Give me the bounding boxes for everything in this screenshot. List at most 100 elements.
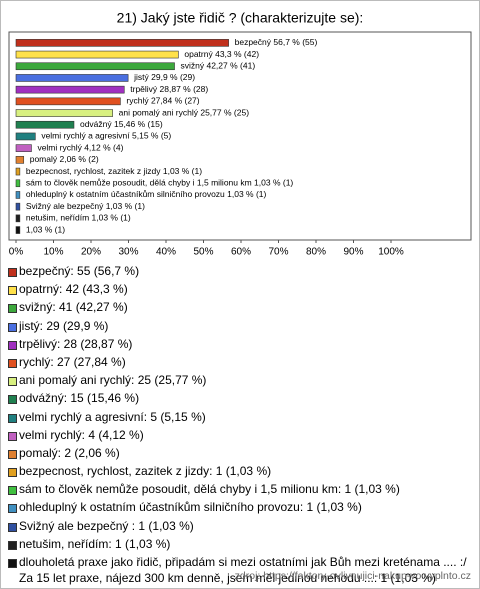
bar-label: bezpečný 56,7 % (55) (235, 37, 318, 47)
bar-label: svižný 42,27 % (41) (181, 61, 256, 71)
legend-label: trpělivý: 28 (28,87 %) (19, 336, 133, 351)
legend-swatch (8, 504, 17, 514)
legend-item: ohleduplný k ostatním účastníkům silničn… (7, 500, 469, 516)
legend-item: opatrný: 42 (43,3 %) (7, 282, 469, 298)
legend-item: bezpecnost, rychlost, zazitek z jizdy: 1… (7, 464, 469, 480)
legend-item: ani pomalý ani rychlý: 25 (25,77 %) (7, 373, 469, 389)
bar (15, 179, 21, 188)
legend-item: svižný: 41 (42,27 %) (7, 300, 469, 316)
legend-item: trpělivý: 28 (28,87 %) (7, 337, 469, 353)
x-tick-label: 50% (193, 247, 213, 258)
legend-label: svižný: 41 (42,27 %) (19, 300, 128, 315)
legend-label: opatrný: 42 (43,3 %) (19, 282, 128, 297)
bar (15, 167, 21, 176)
bar-label: velmi rychlý 4,12 % (4) (37, 142, 123, 152)
legend-item: sám to člověk nemůže posoudit, dělá chyb… (7, 482, 469, 498)
legend-item: netušim, neřídím: 1 (1,03 %) (7, 537, 469, 553)
bar-label: opatrný 43,3 % (42) (184, 49, 259, 59)
legend-item: odvážný: 15 (15,46 %) (7, 391, 469, 407)
bar (15, 120, 75, 129)
legend-label: dlouholetá praxe jako řidič, připadám si… (19, 555, 467, 585)
bar (15, 62, 175, 71)
legend-label: ani pomalý ani rychlý: 25 (25,77 %) (19, 373, 207, 388)
legend-swatch (8, 304, 17, 314)
legend-label: netušim, neřídím: 1 (1,03 %) (19, 536, 171, 551)
bar-label: pomalý 2,06 % (2) (30, 154, 99, 164)
legend-item: Svižný ale bezpečný : 1 (1,03 %) (7, 519, 469, 535)
legend-swatch (8, 431, 17, 441)
x-tick-label: 80% (306, 247, 326, 258)
x-tick-label: 20% (81, 247, 101, 258)
chart: 21) Jaký jste řidič ? (charakterizujte s… (8, 10, 472, 258)
x-tick-label: 0% (9, 247, 24, 258)
bar-label: ani pomalý ani rychlý 25,77 % (25) (119, 107, 250, 117)
bar (15, 74, 129, 82)
legend-label: bezpecnost, rychlost, zazitek z jizdy: 1… (19, 464, 272, 479)
bar-label: bezpecnost, rychlost, zazitek z jizdy 1,… (26, 166, 202, 176)
legend-swatch (8, 340, 17, 350)
x-tick-label: 90% (343, 247, 363, 258)
x-tick-label: 70% (268, 247, 288, 258)
bar-label: Svižný ale bezpečný 1,03 % (1) (26, 201, 145, 211)
bar-label: rychlý 27,84 % (27) (126, 96, 199, 106)
legend-label: bezpečný: 55 (56,7 %) (19, 264, 140, 278)
legend-swatch (8, 449, 17, 459)
legend-swatch (8, 413, 17, 423)
legend-label: velmi rychlý: 4 (4,12 %) (19, 427, 144, 442)
legend-label: odvážný: 15 (15,46 %) (19, 391, 140, 406)
legend-label: rychlý: 27 (27,84 %) (19, 354, 126, 369)
x-tick-label: 10% (43, 247, 63, 258)
bar (15, 202, 21, 211)
x-tick-label: 60% (231, 247, 251, 258)
bar (15, 50, 179, 59)
bar-label: ohleduplný k ostatním účastníkům silničn… (26, 189, 267, 199)
legend-item: dlouholetá praxe jako řidič, připadám si… (7, 555, 469, 586)
chart-title: 21) Jaký jste řidič ? (charakterizujte s… (117, 10, 364, 26)
bar (15, 156, 25, 164)
legend-item: velmi rychlý: 4 (4,12 %) (7, 428, 469, 444)
legend-swatch (8, 486, 17, 496)
bar (15, 144, 32, 152)
legend-swatch (8, 395, 17, 405)
bar-label: trpělivý 28,87 % (28) (130, 84, 208, 94)
legend-swatch (8, 268, 17, 277)
legend-swatch (8, 559, 17, 568)
legend: bezpečný: 55 (56,7 %) opatrný: 42 (43,3 %… (7, 264, 469, 588)
legend-label: pomalý: 2 (2,06 %) (19, 445, 120, 460)
bar-label: odvážný 15,46 % (15) (80, 119, 163, 129)
x-tick-label: 30% (118, 247, 138, 258)
bar (15, 109, 113, 117)
bar (15, 226, 21, 234)
bar (15, 97, 121, 106)
legend-swatch (8, 522, 17, 532)
bar-label: sám to člověk nemůže posoudit, dělá chyb… (26, 178, 294, 188)
legend-item: pomalý: 2 (2,06 %) (7, 446, 469, 462)
legend-item: bezpečný: 55 (56,7 %) (7, 264, 469, 280)
legend-swatch (8, 322, 17, 332)
legend-label: velmi rychlý a agresivní: 5 (5,15 %) (19, 409, 206, 424)
legend-label: Svižný ale bezpečný : 1 (1,03 %) (19, 518, 194, 533)
legend-item: jistý: 29 (29,9 %) (7, 319, 469, 335)
x-tick-label: 40% (156, 247, 176, 258)
legend-label: jistý: 29 (29,9 %) (19, 318, 109, 333)
legend-label: sám to člověk nemůže posoudit, dělá chyb… (19, 482, 400, 497)
legend-swatch (8, 358, 17, 368)
legend-swatch (8, 468, 17, 478)
bar (15, 132, 36, 141)
bar-label: jistý 29,9 % (29) (133, 72, 195, 82)
bar (15, 214, 21, 223)
legend-item: velmi rychlý a agresivní: 5 (5,15 %) (7, 410, 469, 426)
legend-label: ohleduplný k ostatním účastníkům silničn… (19, 500, 362, 515)
bar (15, 191, 21, 199)
bar-label: netušim, neřídím 1,03 % (1) (26, 213, 131, 223)
bar (15, 85, 125, 94)
legend-item: rychlý: 27 (27,84 %) (7, 355, 469, 371)
bar-label: velmi rychlý a agresivní 5,15 % (5) (41, 131, 171, 141)
legend-swatch (8, 286, 17, 296)
x-tick-label: 100% (378, 247, 404, 258)
legend-swatch (8, 377, 17, 387)
bar-label: 1,03 % (1) (26, 224, 65, 234)
legend-swatch (8, 540, 17, 550)
bar (15, 39, 229, 47)
